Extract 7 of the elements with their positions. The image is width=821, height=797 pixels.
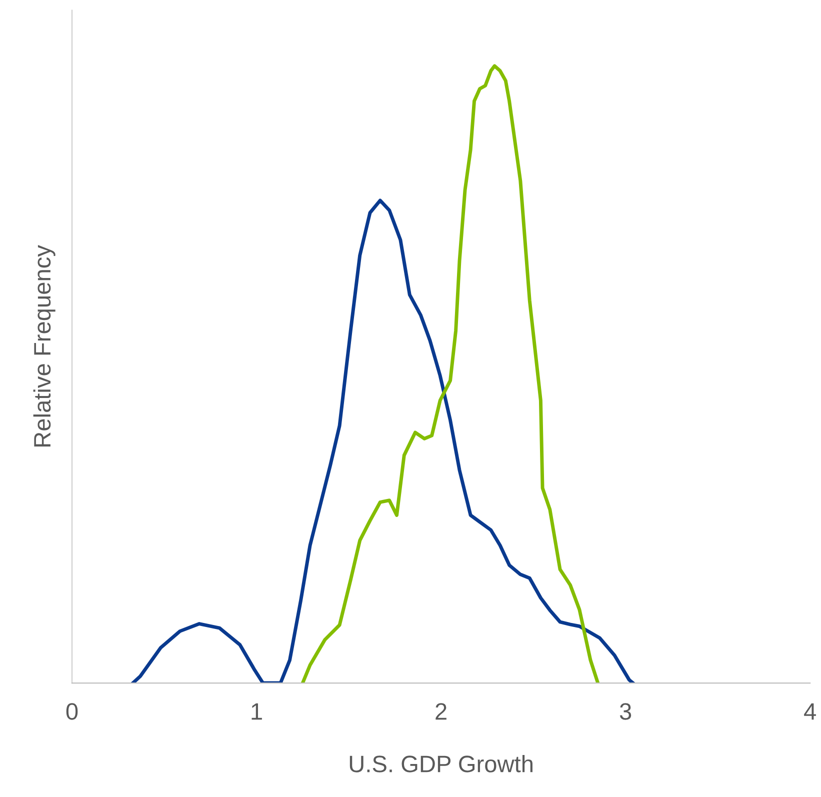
x-axis-title: U.S. GDP Growth	[350, 755, 532, 772]
x-tick-label: 1	[252, 703, 262, 720]
x-tick-label: 4	[804, 703, 816, 720]
x-tick-label: 3	[620, 703, 632, 720]
x-tick-label: 2	[436, 703, 446, 720]
x-tick-label: 0	[66, 703, 78, 720]
y-axis-title: Relative Frequency	[33, 245, 56, 446]
